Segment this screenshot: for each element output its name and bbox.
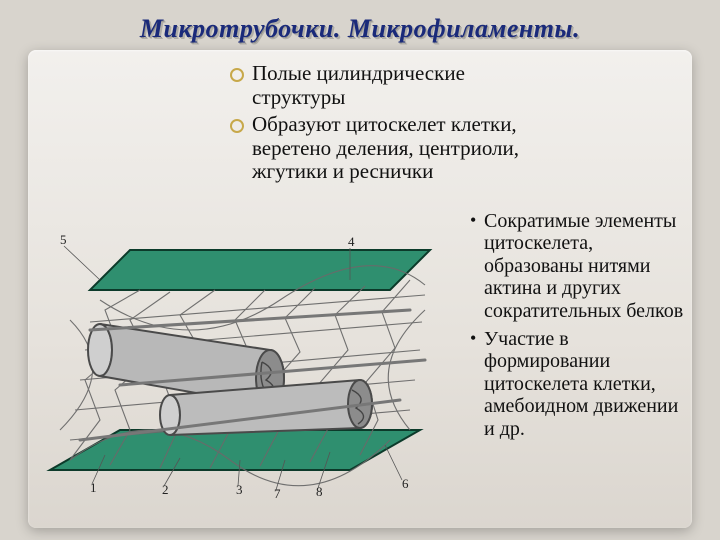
list-item: Сократимые элементы цитоскелета, образов… bbox=[470, 210, 692, 322]
fig-label: 7 bbox=[274, 486, 281, 501]
microfilaments-list: Сократимые элементы цитоскелета, образов… bbox=[470, 210, 692, 446]
fig-label: 1 bbox=[90, 480, 97, 495]
fig-label: 5 bbox=[60, 232, 67, 247]
slide-title: Микротрубочки. Микрофиламенты. bbox=[0, 14, 720, 44]
cytoskeleton-diagram: 1 2 3 4 5 6 7 8 bbox=[30, 230, 450, 510]
microtubules-list: Полые цилиндрические структуры Образуют … bbox=[230, 62, 550, 188]
list-item: Полые цилиндрические структуры bbox=[230, 62, 550, 109]
list-item: Участие в формировании цитоскелета клетк… bbox=[470, 328, 692, 440]
fig-label: 3 bbox=[236, 482, 243, 497]
fig-label: 8 bbox=[316, 484, 323, 499]
fig-label: 4 bbox=[348, 234, 355, 249]
list-item: Образуют цитоскелет клетки, веретено дел… bbox=[230, 113, 550, 184]
fig-label: 6 bbox=[402, 476, 409, 491]
